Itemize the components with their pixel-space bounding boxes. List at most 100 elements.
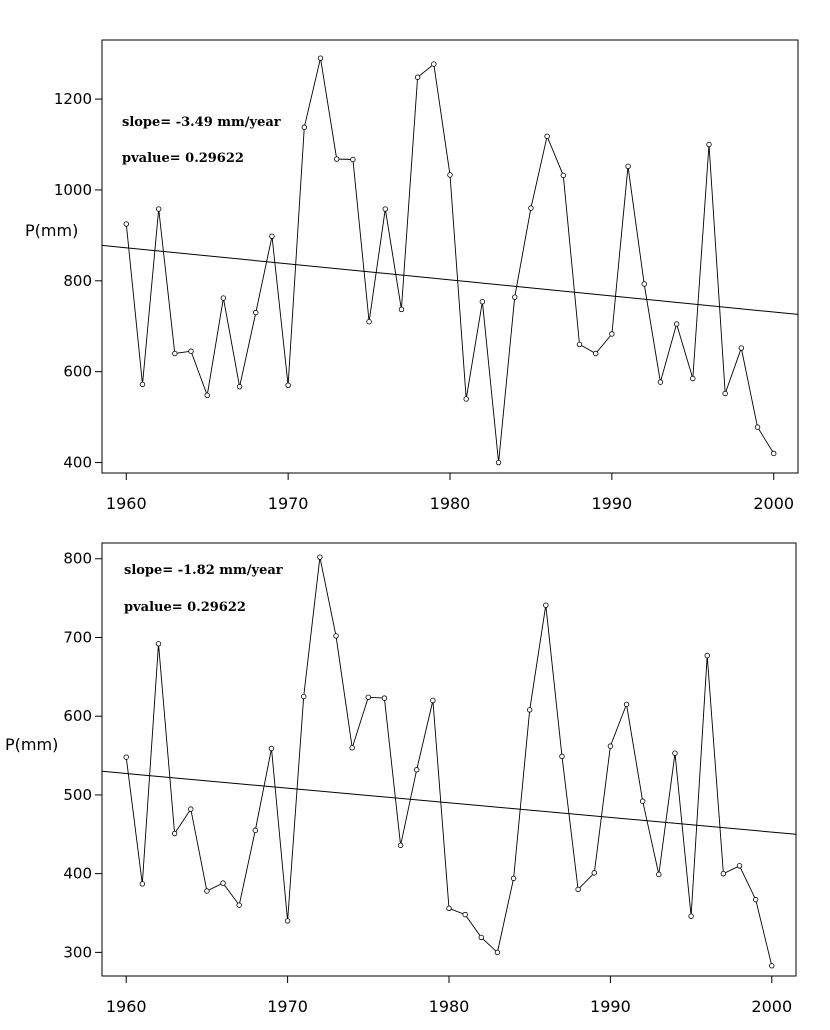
data-point (172, 350, 178, 357)
data-point (317, 55, 324, 61)
data-point (722, 390, 728, 397)
data-point (641, 281, 647, 287)
data-point (462, 911, 468, 918)
data-point (738, 345, 745, 351)
data-point (512, 294, 518, 300)
slope-annotation: slope= -1.82 mm/year (124, 563, 283, 578)
data-point (381, 695, 388, 701)
data-point (123, 221, 129, 227)
data-point (494, 949, 501, 956)
data-point (752, 896, 759, 903)
data-point (204, 888, 210, 894)
y-axis-label: P(mm) (5, 735, 58, 754)
data-point (220, 295, 227, 301)
data-point (736, 863, 743, 869)
data-point (656, 871, 662, 878)
data-point (447, 172, 453, 178)
y-tick-label: 500 (63, 786, 92, 804)
data-point (446, 905, 452, 911)
data-point (754, 424, 761, 430)
x-tick-label: 1970 (268, 494, 309, 513)
y-tick-label: 400 (63, 865, 92, 883)
data-point (639, 798, 646, 804)
pvalue-annotation: pvalue= 0.29622 (124, 600, 246, 615)
pvalue-annotation: pvalue= 0.29622 (122, 151, 244, 166)
data-point (350, 156, 356, 163)
series-line (125, 557, 773, 966)
data-point (609, 331, 615, 337)
data-point (333, 156, 340, 162)
data-point (236, 383, 243, 390)
data-point (479, 299, 486, 305)
data-point (397, 842, 404, 849)
data-point (139, 881, 146, 887)
x-tick-label: 1970 (267, 997, 308, 1016)
data-point (333, 633, 339, 639)
data-point (430, 697, 436, 704)
y-tick-label: 600 (63, 707, 92, 725)
data-point (576, 341, 583, 348)
data-point (672, 750, 678, 756)
data-point (495, 459, 502, 466)
data-point (123, 754, 129, 760)
data-point (155, 641, 162, 647)
slope-annotation: slope= -3.49 mm/year (122, 115, 281, 130)
data-point (463, 396, 469, 402)
x-tick-label: 1960 (106, 997, 147, 1016)
data-point (252, 827, 259, 834)
data-point (623, 701, 630, 708)
y-tick-label: 1000 (54, 181, 92, 199)
data-point (769, 963, 775, 969)
x-tick-label: 1990 (592, 494, 633, 513)
x-tick-label: 1980 (429, 997, 470, 1016)
data-point (301, 124, 308, 130)
data-point (543, 602, 549, 608)
chart-panel-bottom: P(mm) slope= -1.82 mm/year pvalue= 0.296… (5, 542, 797, 1016)
data-point (673, 321, 680, 327)
trend-line (101, 770, 797, 835)
data-point (575, 886, 581, 893)
data-point (607, 743, 614, 749)
y-tick-label: 800 (63, 272, 92, 290)
x-tick-label: 2000 (753, 494, 794, 513)
data-point (544, 133, 550, 140)
trend-line (101, 244, 799, 315)
y-tick-label: 300 (63, 943, 92, 961)
data-point (431, 61, 437, 67)
data-point (560, 172, 567, 179)
x-tick-label: 2000 (751, 997, 792, 1016)
data-point (365, 694, 372, 701)
data-point (771, 450, 777, 457)
data-point (284, 918, 291, 924)
y-tick-label: 1200 (54, 90, 92, 108)
data-point (559, 753, 565, 760)
data-point (253, 309, 259, 316)
x-tick-label: 1960 (106, 494, 147, 513)
data-point (688, 913, 694, 919)
data-point (591, 870, 597, 876)
data-point (236, 902, 242, 908)
data-point (528, 205, 534, 211)
data-point (188, 806, 194, 812)
data-point (478, 934, 484, 941)
data-point (317, 554, 323, 560)
data-point (285, 382, 291, 389)
y-axis-label: P(mm) (25, 221, 78, 240)
data-point (510, 875, 517, 882)
data-point (204, 392, 210, 399)
data-point (155, 206, 162, 212)
data-point (349, 744, 355, 751)
data-point (220, 880, 226, 886)
y-tick-label: 400 (63, 454, 92, 472)
data-point (526, 707, 533, 713)
data-point (382, 206, 388, 212)
data-point (188, 348, 194, 354)
data-point (301, 693, 307, 700)
data-point (592, 350, 599, 357)
data-point (269, 233, 275, 239)
data-point (414, 767, 420, 773)
data-point (171, 830, 178, 837)
x-tick-label: 1990 (590, 997, 631, 1016)
data-point (720, 870, 727, 877)
data-point (268, 745, 275, 752)
